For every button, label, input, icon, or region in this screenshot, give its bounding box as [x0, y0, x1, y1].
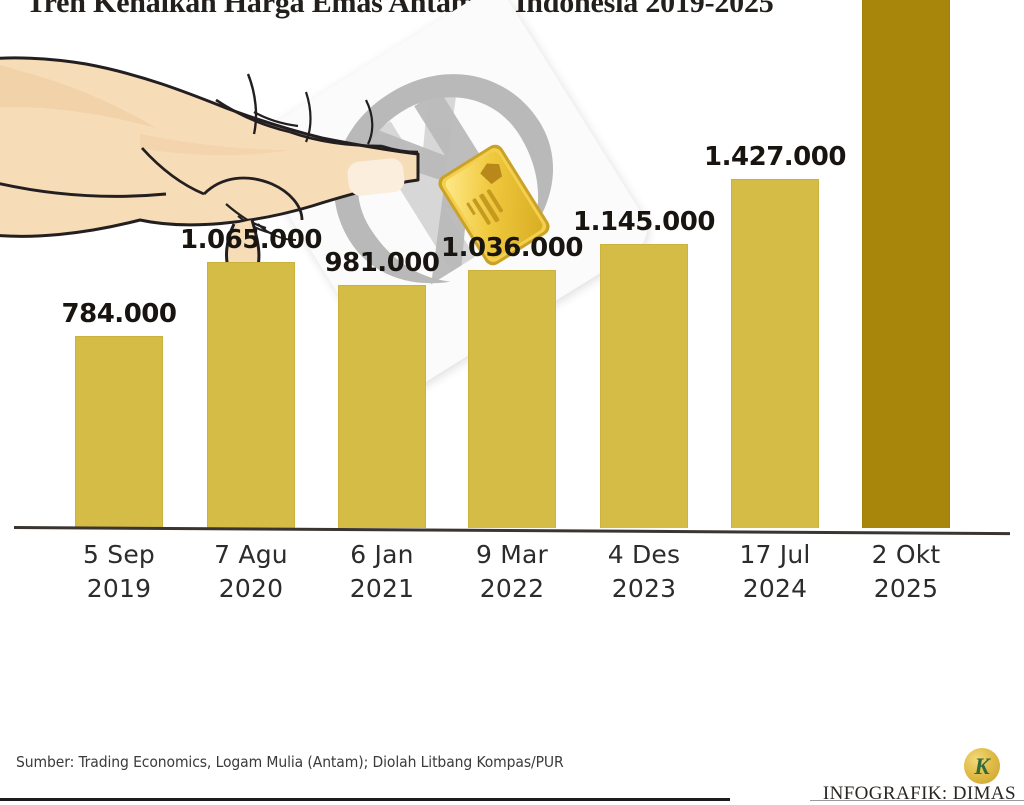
bar-rect[interactable] — [731, 179, 819, 528]
x-axis-label-day: 7 Agu — [214, 540, 288, 569]
x-axis-label-day: 5 Sep — [83, 540, 155, 569]
bar-group[interactable]: 1.036.000 — [441, 233, 583, 528]
bar-group[interactable]: 1.145.000 — [573, 207, 715, 528]
bottom-rule — [0, 798, 730, 801]
bar-group[interactable]: 1.427.000 — [704, 142, 846, 528]
x-axis-label-year: 2020 — [218, 574, 284, 603]
bar-rect[interactable] — [468, 270, 556, 528]
x-axis-label: 6 Jan 2021 — [307, 538, 457, 606]
x-axis-label-year: 2024 — [742, 574, 808, 603]
x-axis-label: 17 Jul 2024 — [700, 538, 850, 606]
x-axis-label-day: 17 Jul — [739, 540, 811, 569]
x-axis-label: 2 Okt 2025 — [831, 538, 981, 606]
bar-rect[interactable] — [862, 0, 950, 528]
bar-value-label: 784.000 — [61, 299, 177, 329]
x-axis-label-day: 6 Jan — [350, 540, 414, 569]
bar-group[interactable]: 981.000 — [325, 248, 440, 528]
bar-value-label: 1.427.000 — [704, 142, 846, 172]
kompas-logo-icon: K — [964, 748, 1000, 784]
x-axis-label-day: 2 Okt — [871, 540, 941, 569]
bar-group[interactable]: 784.000 — [62, 299, 177, 528]
bar-group[interactable]: 1.065.000 — [180, 225, 322, 528]
bar-rect[interactable] — [75, 336, 163, 528]
infographic-credit: INFOGRAFIK: DIMAS — [822, 783, 1016, 804]
bar-chart: 784.000 1.065.000 981.000 1.036.000 1.14… — [13, 0, 1010, 606]
x-axis-label-year: 2021 — [349, 574, 415, 603]
bar-rect[interactable] — [338, 285, 426, 528]
x-axis-label-day: 9 Mar — [475, 540, 549, 569]
x-axis-label: 5 Sep 2019 — [44, 538, 194, 606]
x-axis-label-year: 2022 — [479, 574, 545, 603]
bar-rect[interactable] — [600, 244, 688, 528]
bar-value-label: 981.000 — [324, 248, 440, 278]
x-axis-label: 4 Des 2023 — [569, 538, 719, 606]
bar-rect[interactable] — [207, 262, 295, 528]
x-axis-label: 7 Agu 2020 — [176, 538, 326, 606]
bar-group-highlight[interactable]: 2.237.000 — [862, 0, 950, 528]
source-note: Sumber: Trading Economics, Logam Mulia (… — [16, 753, 564, 771]
bar-value-label: 1.065.000 — [180, 225, 322, 255]
bar-value-label: 1.036.000 — [441, 233, 583, 263]
bar-value-label: 1.145.000 — [573, 207, 715, 237]
x-axis-label: 9 Mar 2022 — [437, 538, 587, 606]
x-axis-label-year: 2025 — [873, 574, 939, 603]
footer-hairline — [810, 800, 1024, 801]
x-axis-label-day: 4 Des — [607, 540, 681, 569]
x-axis-label-year: 2019 — [86, 574, 152, 603]
x-axis-label-year: 2023 — [611, 574, 677, 603]
kompas-logo-letter: K — [974, 753, 990, 779]
